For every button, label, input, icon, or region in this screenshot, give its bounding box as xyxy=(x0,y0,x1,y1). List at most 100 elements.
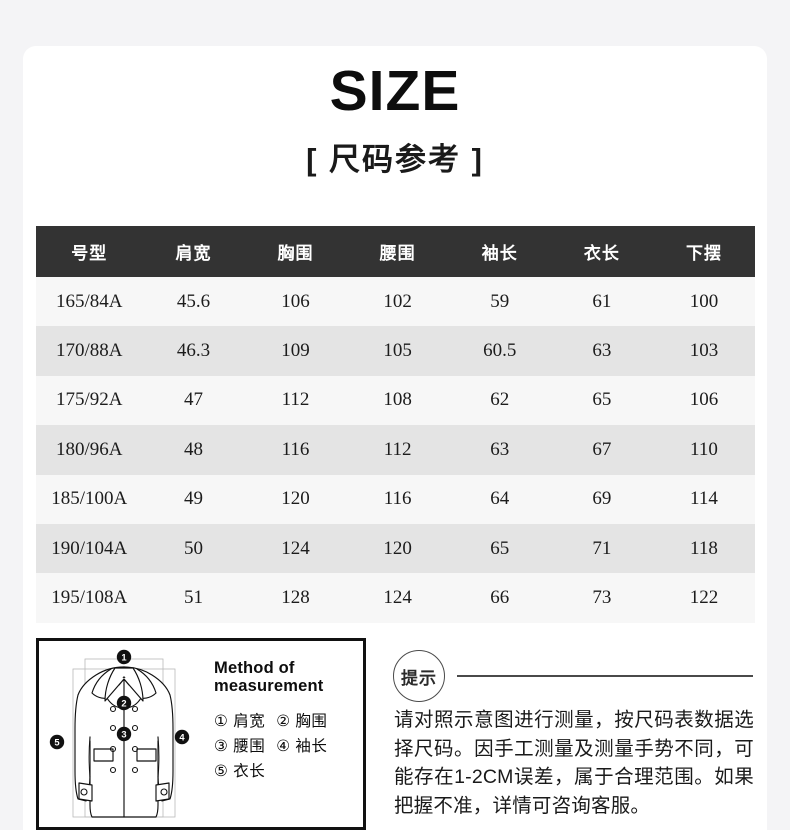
column-header-length: 衣长 xyxy=(550,226,653,277)
cell-waist: 120 xyxy=(346,523,449,574)
cell-chest: 112 xyxy=(244,375,347,426)
cell-shoulder: 47 xyxy=(142,375,245,426)
cell-model: 180/96A xyxy=(36,425,143,475)
legend-item-length: ⑤ 衣长 xyxy=(214,763,266,781)
table-row: 180/96A 48 116 112 63 67 110 xyxy=(36,425,755,475)
svg-text:1: 1 xyxy=(121,652,126,663)
hint-divider xyxy=(457,675,753,677)
svg-text:4: 4 xyxy=(179,732,185,743)
cell-waist: 112 xyxy=(346,425,449,475)
cell-hem: 122 xyxy=(652,573,755,623)
cell-hem: 118 xyxy=(652,523,755,574)
cell-waist: 116 xyxy=(346,474,449,524)
method-block: Method of measurement ① 肩宽 ② 胸围 ③ 腰围 ④ 袖… xyxy=(214,659,363,784)
svg-text:3: 3 xyxy=(121,729,126,740)
method-title-line1: Method of xyxy=(214,659,295,677)
coat-illustration-icon: 1 2 3 4 5 xyxy=(49,649,190,818)
legend-item-waist: ③ 腰围 xyxy=(214,738,266,756)
cell-sleeve: 59 xyxy=(448,277,551,327)
heading-block: SIZE [ 尺码参考 ] xyxy=(23,59,767,179)
table-header-row: 号型 肩宽 胸围 腰围 袖长 衣长 下摆 xyxy=(36,226,755,277)
cell-sleeve: 62 xyxy=(448,375,551,426)
cell-sleeve: 64 xyxy=(448,474,551,524)
svg-text:5: 5 xyxy=(54,737,59,748)
cell-model: 195/108A xyxy=(36,573,143,623)
cell-chest: 109 xyxy=(244,326,347,376)
cell-length: 73 xyxy=(550,573,653,623)
column-header-shoulder: 肩宽 xyxy=(142,226,245,277)
column-header-sleeve: 袖长 xyxy=(448,226,551,277)
cell-length: 69 xyxy=(550,474,653,524)
marker-1-icon: 1 xyxy=(116,649,132,665)
table-row: 165/84A 45.6 106 102 59 61 100 xyxy=(36,277,755,327)
cell-hem: 100 xyxy=(652,277,755,327)
marker-4-icon: 4 xyxy=(174,729,190,745)
method-title-line2: measurement xyxy=(214,677,324,696)
cell-model: 170/88A xyxy=(36,326,143,376)
cell-length: 63 xyxy=(550,326,653,376)
cell-shoulder: 51 xyxy=(142,573,245,623)
table-row: 185/100A 49 120 116 64 69 114 xyxy=(36,474,755,524)
marker-3-icon: 3 xyxy=(116,726,132,742)
legend-item-chest: ② 胸围 xyxy=(276,712,328,730)
cell-sleeve: 66 xyxy=(448,573,551,623)
cell-hem: 106 xyxy=(652,375,755,426)
table-row: 170/88A 46.3 109 105 60.5 63 103 xyxy=(36,326,755,376)
hint-header: 提示 xyxy=(391,650,755,704)
cell-sleeve: 63 xyxy=(448,425,551,475)
table-row: 190/104A 50 124 120 65 71 118 xyxy=(36,523,755,574)
hint-text: 请对照示意图进行测量，按尺码表数据选择尺码。因手工测量及测量手势不同，可能存在1… xyxy=(394,709,754,817)
cell-shoulder: 50 xyxy=(142,523,245,574)
cell-waist: 105 xyxy=(346,326,449,376)
cell-waist: 102 xyxy=(346,277,449,327)
legend-item-sleeve: ④ 袖长 xyxy=(276,738,328,756)
cell-model: 165/84A xyxy=(36,277,143,327)
page-subtitle: [ 尺码参考 ] xyxy=(306,141,484,177)
legend-row: ① 肩宽 ② 胸围 xyxy=(214,709,363,734)
cell-shoulder: 45.6 xyxy=(142,277,245,327)
cell-chest: 128 xyxy=(244,573,347,623)
cell-shoulder: 46.3 xyxy=(142,326,245,376)
cell-chest: 124 xyxy=(244,523,347,574)
column-header-hem: 下摆 xyxy=(652,226,755,277)
cell-shoulder: 49 xyxy=(142,474,245,524)
measurement-diagram: 1 2 3 4 5 xyxy=(36,638,366,830)
page-title: SIZE xyxy=(329,59,461,123)
cell-model: 185/100A xyxy=(36,474,143,524)
cell-model: 175/92A xyxy=(36,375,143,426)
bottom-section: 1 2 3 4 5 xyxy=(36,638,755,830)
cell-hem: 114 xyxy=(652,474,755,524)
cell-chest: 116 xyxy=(244,425,347,475)
hint-panel: 提示 请对照示意图进行测量，按尺码表数据选择尺码。因手工测量及测量手势不同，可能… xyxy=(391,638,755,830)
cell-sleeve: 65 xyxy=(448,523,551,574)
cell-chest: 120 xyxy=(244,474,347,524)
legend-row: ③ 腰围 ④ 袖长 xyxy=(214,734,363,759)
cell-length: 67 xyxy=(550,425,653,475)
svg-text:2: 2 xyxy=(121,698,126,709)
column-header-model: 号型 xyxy=(36,226,143,277)
size-table-head: 号型 肩宽 胸围 腰围 袖长 衣长 下摆 xyxy=(36,226,755,277)
cell-model: 190/104A xyxy=(36,523,143,574)
content-card: SIZE [ 尺码参考 ] 号型 肩宽 胸围 腰围 袖长 衣长 下摆 xyxy=(23,46,767,830)
cell-chest: 106 xyxy=(244,277,347,327)
cell-length: 65 xyxy=(550,375,653,426)
cell-length: 61 xyxy=(550,277,653,327)
cell-length: 71 xyxy=(550,523,653,574)
table-row: 195/108A 51 128 124 66 73 122 xyxy=(36,573,755,623)
method-title: Method of measurement xyxy=(214,659,363,696)
legend-row: ⑤ 衣长 xyxy=(214,759,363,784)
cell-sleeve: 60.5 xyxy=(448,326,551,376)
column-header-chest: 胸围 xyxy=(244,226,347,277)
marker-2-icon: 2 xyxy=(116,695,132,711)
cell-hem: 103 xyxy=(652,326,755,376)
legend-item-shoulder: ① 肩宽 xyxy=(214,712,266,730)
size-table: 号型 肩宽 胸围 腰围 袖长 衣长 下摆 165/84A 45.6 106 10… xyxy=(36,226,755,623)
size-table-body: 165/84A 45.6 106 102 59 61 100 170/88A 4… xyxy=(36,277,755,623)
table-row: 175/92A 47 112 108 62 65 106 xyxy=(36,375,755,426)
cell-waist: 124 xyxy=(346,573,449,623)
measurement-legend: ① 肩宽 ② 胸围 ③ 腰围 ④ 袖长 ⑤ 衣长 xyxy=(214,709,363,784)
cell-hem: 110 xyxy=(652,425,755,475)
hint-badge: 提示 xyxy=(393,650,445,702)
cell-waist: 108 xyxy=(346,375,449,426)
